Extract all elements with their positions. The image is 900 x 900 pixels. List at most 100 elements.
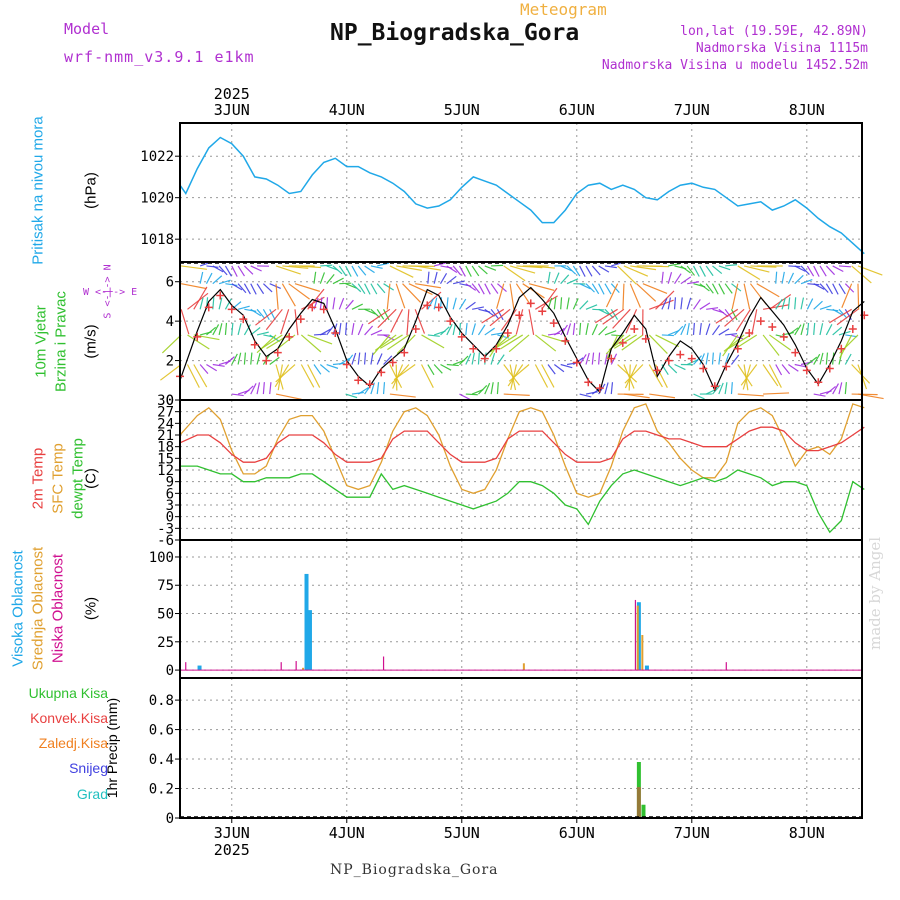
- wind-arrow: [693, 299, 701, 310]
- wind-gust-marker: [515, 311, 524, 320]
- wind-arrow: [762, 334, 780, 356]
- wind-arrow: [528, 309, 535, 336]
- wind-arrow: [572, 265, 581, 277]
- wind-arrow: [730, 382, 733, 395]
- wind-arrow: [579, 283, 591, 290]
- wind-gust-marker: [446, 317, 455, 326]
- wind-arrow: [705, 265, 714, 277]
- wind-arrow: [730, 354, 740, 365]
- wind-gust-marker: [538, 307, 547, 316]
- wind-arrow: [269, 283, 281, 289]
- wind-arrow: [243, 324, 251, 336]
- wind-arrow: [402, 283, 422, 303]
- wind-arrow: [680, 276, 692, 285]
- wind-arrow: [307, 364, 321, 388]
- day-label-bottom: 5JUN: [444, 824, 480, 842]
- wind-gust-marker: [262, 356, 271, 365]
- wind-arrow: [364, 283, 371, 295]
- wind-arrow: [490, 332, 504, 336]
- wind-arrow: [541, 287, 558, 310]
- wind-arrow: [260, 334, 283, 350]
- wind-arrow: [605, 283, 619, 308]
- wind-arrow: [825, 324, 833, 336]
- chart-title: NP_Biogradska_Gora: [330, 20, 580, 46]
- wind-arrow: [508, 334, 530, 353]
- wind-arrow: [415, 283, 441, 289]
- wind-arrow: [275, 265, 301, 275]
- wind-arrow: [225, 356, 235, 365]
- wind-arrow: [686, 359, 699, 366]
- model-label: Model: [64, 20, 110, 38]
- wind-arrow: [553, 364, 565, 373]
- wind-arrow: [320, 264, 333, 267]
- wind-arrow: [269, 309, 276, 321]
- wind-arrow: [212, 265, 224, 273]
- wind-arrow: [724, 308, 745, 327]
- wind-arrow: [465, 265, 472, 277]
- wind-arrow: [718, 283, 725, 295]
- wind-arrow: [389, 393, 416, 398]
- wind-gust-marker: [814, 378, 823, 387]
- wind-arrow: [212, 297, 215, 310]
- wind-arrow: [206, 265, 219, 268]
- wind-arrow: [370, 382, 376, 395]
- cloud-bar: [302, 667, 305, 671]
- wind-arrow: [832, 383, 839, 395]
- wind-arrow: [338, 322, 342, 336]
- wind-gust-marker: [331, 328, 340, 337]
- temp-tick-label: 12: [157, 463, 174, 479]
- wind-arrow: [579, 300, 589, 310]
- wind-arrow: [642, 265, 669, 268]
- wind-arrow: [508, 364, 530, 382]
- wind-arrow: [433, 297, 438, 310]
- wind-arrow: [781, 297, 786, 310]
- wind-arrow: [604, 330, 617, 336]
- wind-arrow: [256, 352, 261, 365]
- wind-arrow: [800, 265, 810, 276]
- wind-arrow: [630, 265, 657, 271]
- wind-arrow: [740, 364, 758, 386]
- wind-arrow: [243, 265, 254, 275]
- wind-gust-marker: [492, 344, 501, 353]
- wind-arrow: [731, 283, 739, 310]
- wind-arrow: [560, 297, 563, 310]
- wind-arrow: [715, 308, 739, 324]
- wind-arrow: [496, 354, 505, 365]
- wind-arrow: [579, 393, 592, 398]
- wind-arrow: [459, 355, 469, 365]
- wind-arrow: [237, 265, 245, 277]
- cloud-tick-label: 100: [149, 550, 174, 566]
- wind-arrow: [724, 283, 733, 294]
- wind-arrow: [376, 382, 380, 395]
- wind-arrow: [393, 364, 416, 381]
- wind-arrow: [686, 297, 692, 310]
- wind-arrow: [212, 275, 223, 285]
- day-label-top: 7JUN: [674, 101, 710, 119]
- wind-gust-marker: [526, 299, 535, 308]
- precip-label-freezing: Zaledj.Kisa: [38, 735, 108, 751]
- temp-tick-label: 0: [166, 510, 174, 526]
- wind-arrow: [351, 352, 357, 365]
- wind-arrow: [825, 352, 829, 365]
- meteogram-label: Meteogram: [520, 0, 607, 19]
- wind-arrow: [357, 352, 361, 365]
- wind-arrow: [357, 265, 367, 276]
- wind-arrow: [161, 334, 182, 354]
- wind-gust-marker: [768, 323, 777, 332]
- wind-arrow: [224, 298, 232, 310]
- wind-arrow: [180, 309, 190, 335]
- wind-arrow: [433, 271, 438, 284]
- wind-arrow: [781, 364, 791, 375]
- wind-arrow: [440, 326, 450, 336]
- wind-arrow: [250, 265, 262, 272]
- wind-arrow: [712, 384, 721, 395]
- wind-arrow: [345, 322, 348, 335]
- wind-arrow: [453, 280, 465, 285]
- wind-arrow: [813, 322, 816, 335]
- wind-arrow: [693, 355, 703, 365]
- wind-arrow: [832, 308, 844, 316]
- cloud-bar: [644, 665, 649, 671]
- wind-arrow: [390, 309, 404, 333]
- wind-arrow: [680, 323, 687, 336]
- wind-arrow: [705, 352, 709, 365]
